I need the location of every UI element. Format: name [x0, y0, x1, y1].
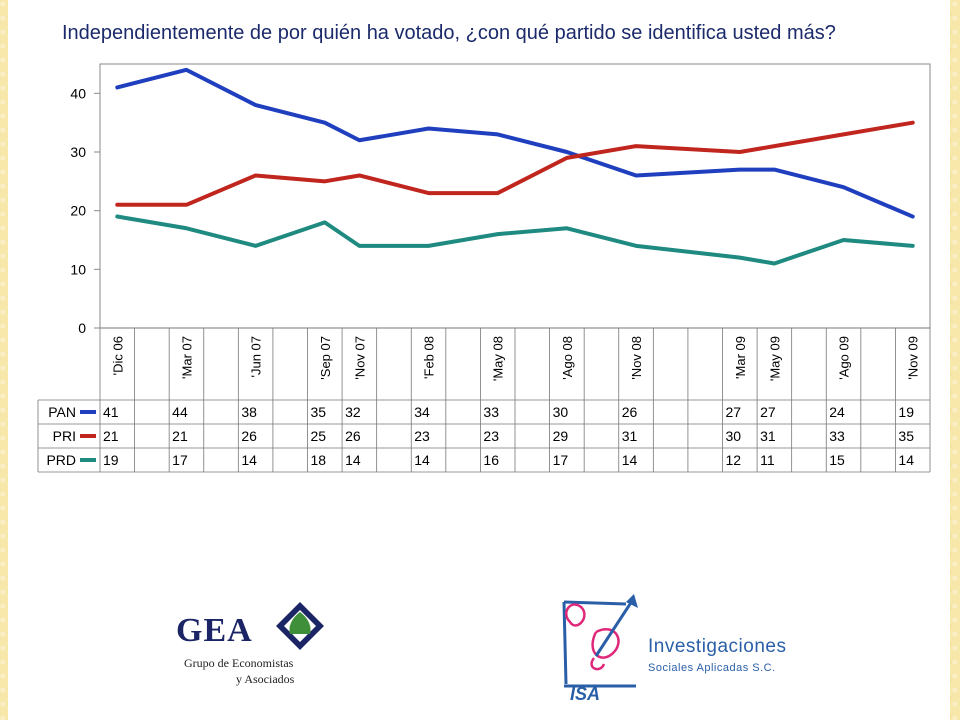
data-cell: 18 — [311, 452, 327, 468]
data-cell: 14 — [241, 452, 257, 468]
x-tick-label: 'Ago 09 — [837, 336, 852, 380]
y-tick-label: 10 — [70, 261, 86, 277]
x-tick-label: 'Jun 07 — [249, 336, 264, 378]
data-cell: 26 — [622, 404, 638, 420]
data-cell: 29 — [553, 428, 569, 444]
gea-logo: GEA Grupo de Economistas y Asociados — [176, 600, 336, 690]
isa-name: Investigaciones — [648, 636, 787, 657]
data-cell: 16 — [483, 452, 499, 468]
data-cell: 27 — [726, 404, 742, 420]
data-cell: 26 — [345, 428, 361, 444]
data-cell: 14 — [898, 452, 914, 468]
data-cell: 32 — [345, 404, 361, 420]
y-tick-label: 30 — [70, 144, 86, 160]
data-cell: 19 — [103, 452, 119, 468]
x-tick-label: 'Nov 08 — [629, 336, 644, 380]
line-chart: 0 10 20 30 40 'Dic 06 'Mar 07 'Jun 07 'Sep 07 'No… — [37, 63, 931, 473]
x-tick-label: 'Dic 06 — [110, 336, 125, 375]
data-cell: 21 — [172, 428, 188, 444]
data-cell: 38 — [241, 404, 257, 420]
x-tick-label: 'Nov 07 — [352, 336, 367, 380]
data-cell: 14 — [414, 452, 430, 468]
gea-subtitle-line-2: y Asociados — [236, 672, 295, 686]
chart-title: Independientemente de por quién ha votad… — [62, 22, 836, 44]
series-line-pri — [115, 120, 915, 207]
data-cell: 44 — [172, 404, 188, 420]
data-cell: 25 — [311, 428, 327, 444]
data-cell: 14 — [345, 452, 361, 468]
y-tick-label: 0 — [78, 320, 86, 336]
data-cell: 35 — [898, 428, 914, 444]
data-cell: 23 — [483, 428, 499, 444]
legend-label-pan: PAN — [48, 404, 76, 420]
data-cell: 17 — [553, 452, 569, 468]
data-cell: 19 — [898, 404, 914, 420]
x-tick-label: 'Feb 08 — [422, 336, 437, 379]
legend-label-pri: PRI — [53, 428, 76, 444]
y-tick-label: 20 — [70, 203, 86, 219]
gea-wordmark: GEA — [176, 612, 253, 649]
data-cell: 30 — [726, 428, 742, 444]
series-line-prd — [115, 214, 915, 266]
data-cell: 23 — [414, 428, 430, 444]
x-tick-label: 'Nov 09 — [906, 336, 921, 380]
x-tick-label: 'May 09 — [767, 336, 782, 381]
data-cell: 14 — [622, 452, 638, 468]
data-cell: 15 — [829, 452, 845, 468]
isa-logo: ISA Investigaciones Sociales Aplicadas S… — [556, 592, 816, 704]
gea-emblem-icon — [276, 602, 324, 650]
slide: Independientemente de por quién ha votad… — [8, 0, 950, 720]
x-tick-label: 'Ago 08 — [560, 336, 575, 380]
data-cell: 11 — [760, 452, 775, 468]
x-tick-label: 'Mar 07 — [179, 336, 194, 379]
y-tick-label: 40 — [70, 85, 86, 101]
series-line-pan — [115, 67, 915, 219]
isa-mark-text: ISA — [570, 684, 600, 704]
data-cell: 12 — [726, 452, 742, 468]
gea-subtitle-line-1: Grupo de Economistas — [184, 656, 294, 670]
x-tick-label: 'May 08 — [491, 336, 506, 381]
legend-label-prd: PRD — [46, 452, 76, 468]
data-cell: 33 — [829, 428, 845, 444]
data-cell: 24 — [829, 404, 845, 420]
isa-emblem-icon: ISA — [562, 594, 638, 704]
isa-subtitle: Sociales Aplicadas S.C. — [648, 662, 776, 674]
x-tick-label: 'Sep 07 — [318, 336, 333, 380]
data-cell: 35 — [311, 404, 327, 420]
data-cell: 21 — [103, 428, 119, 444]
data-cell: 33 — [483, 404, 499, 420]
x-tick-label: 'Mar 09 — [733, 336, 748, 379]
data-cell: 41 — [103, 404, 119, 420]
plot-area — [99, 63, 931, 329]
data-cell: 34 — [414, 404, 430, 420]
data-cell: 31 — [622, 428, 638, 444]
data-cell: 26 — [241, 428, 257, 444]
data-cell: 17 — [172, 452, 188, 468]
data-cell: 31 — [760, 428, 776, 444]
data-cell: 27 — [760, 404, 776, 420]
data-cell: 30 — [553, 404, 569, 420]
